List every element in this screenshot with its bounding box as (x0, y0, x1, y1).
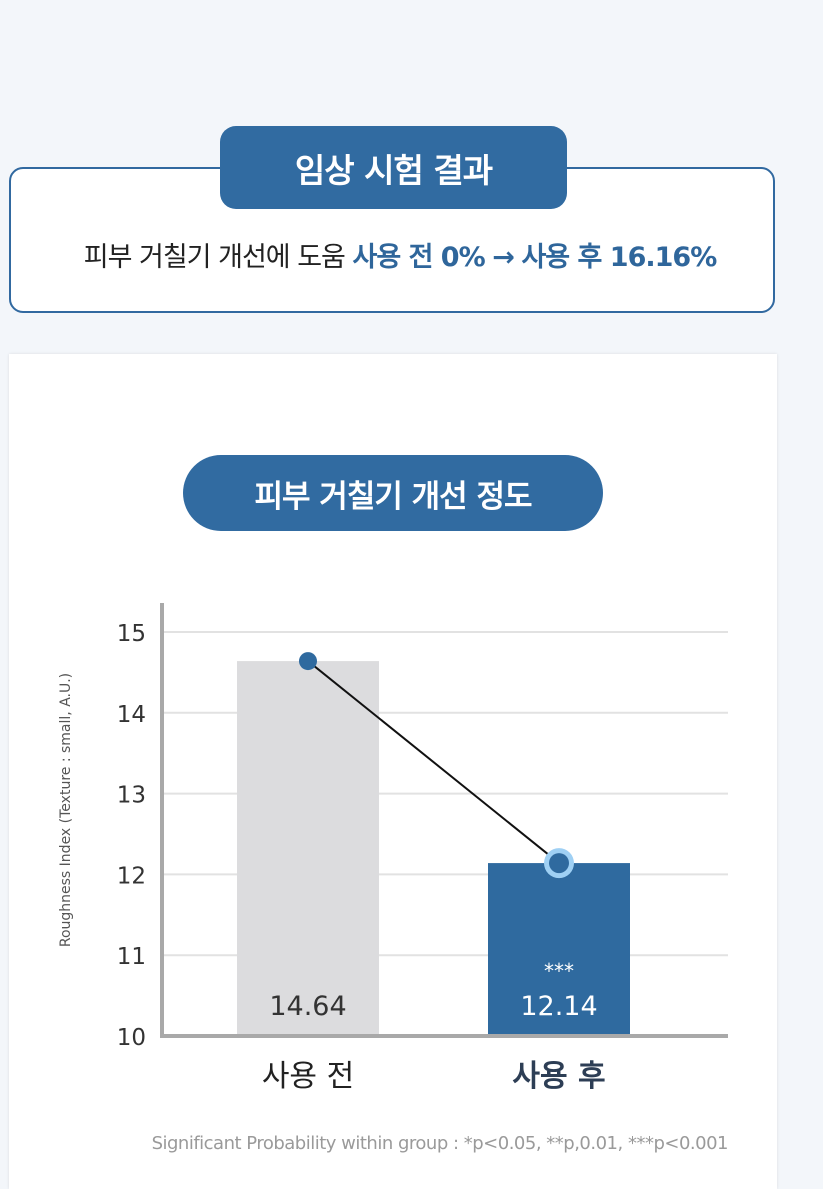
clinical-result-summary: 피부 거칠기 개선에 도움 사용 전 0% → 사용 후 16.16% (0, 235, 800, 274)
result-arrow: → (492, 242, 515, 273)
y-axis-label: Roughness Index (Texture : small, A.U.) (58, 673, 74, 947)
significance-mark: *** (544, 959, 574, 983)
marker-before (299, 652, 317, 671)
marker-after (549, 853, 569, 874)
clinical-result-title: 임상 시험 결과 (220, 126, 567, 209)
bar-before (237, 661, 379, 1036)
result-before: 사용 전 0% (352, 242, 485, 273)
y-tick-label: 10 (117, 1025, 146, 1051)
result-after: 사용 후 16.16% (521, 242, 717, 273)
bar-after (488, 863, 630, 1036)
chart-title: 피부 거칠기 개선 정도 (183, 455, 603, 531)
bar-value-label: 14.64 (269, 991, 346, 1022)
trend-line (307, 660, 560, 864)
y-tick-label: 11 (117, 944, 146, 970)
y-tick-label: 15 (117, 621, 146, 647)
result-prefix: 피부 거칠기 개선에 도움 (83, 242, 346, 273)
y-tick-label: 13 (117, 783, 146, 809)
significance-footnote: Significant Probability within group : *… (151, 1133, 729, 1154)
y-tick-label: 12 (117, 863, 146, 889)
x-category-label: 사용 후 (512, 1059, 605, 1094)
bar-value-label: 12.14 (520, 991, 597, 1022)
y-tick-label: 14 (117, 702, 146, 728)
x-category-label: 사용 전 (262, 1059, 354, 1094)
